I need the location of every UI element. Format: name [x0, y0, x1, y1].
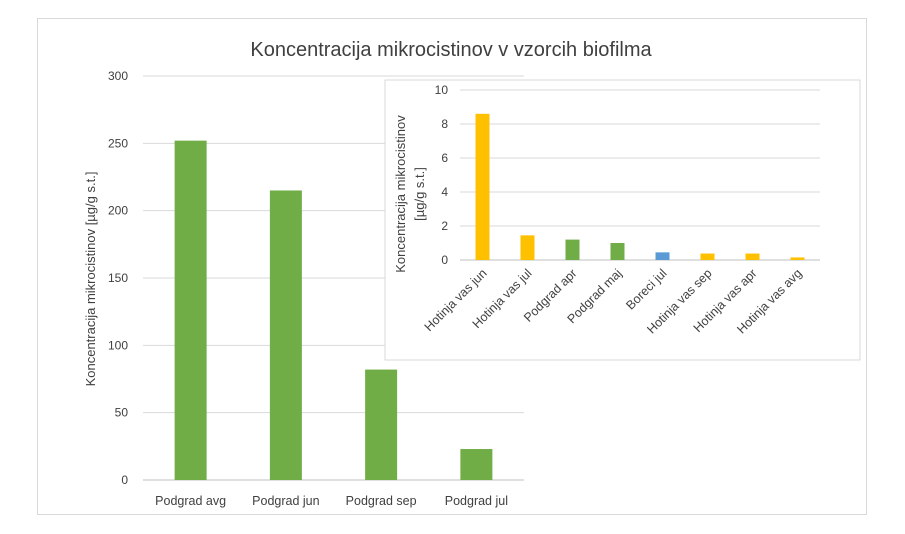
main-y-tick-label: 300: [108, 69, 128, 83]
main-x-category-label: Podgrad jul: [445, 494, 508, 508]
inset-y-tick-label: 2: [441, 219, 448, 233]
main-x-category-labels: Podgrad avg Podgrad jun Podgrad sep Podgrad…: [155, 494, 508, 508]
main-bar: [269, 190, 302, 480]
inset-bar: [700, 253, 715, 260]
inset-bar: [475, 113, 490, 260]
main-bars: [174, 140, 493, 480]
main-y-tick-label: 150: [108, 271, 128, 285]
inset-chart-frame: [384, 79, 861, 361]
main-y-tick-label: 250: [108, 136, 128, 150]
inset-y-axis-label-line-2: [µg/g s.t.]: [412, 167, 427, 221]
main-y-tick-label: 50: [115, 406, 129, 420]
inset-bar: [565, 239, 580, 260]
inset-bar: [745, 253, 760, 260]
main-x-category-label: Podgrad jun: [252, 494, 319, 508]
inset-bars: [475, 113, 805, 260]
inset-bar: [520, 235, 535, 260]
main-x-category-label: Podgrad avg: [155, 494, 226, 508]
inset-y-tick-label: 10: [435, 83, 449, 97]
inset-y-tick-label: 4: [441, 185, 448, 199]
inset-bar: [655, 252, 670, 260]
chart-title: Koncentracija mikrocistinov v vzorcih bi…: [250, 39, 652, 61]
main-y-tick-label: 0: [121, 473, 128, 487]
main-y-tick-label: 100: [108, 338, 128, 352]
inset-bar: [790, 257, 805, 260]
main-y-tick-labels: 0 50 100 150 200 250 300: [108, 69, 128, 487]
inset-y-tick-label: 0: [441, 253, 448, 267]
main-bar: [460, 449, 493, 480]
main-bar: [365, 369, 398, 480]
main-y-tick-label: 200: [108, 204, 128, 218]
inset-y-tick-label: 6: [441, 151, 448, 165]
inset-y-tick-label: 8: [441, 117, 448, 131]
main-bar: [174, 140, 207, 480]
main-x-category-label: Podgrad sep: [346, 494, 417, 508]
main-y-axis-label: Koncentracija mikrocistinov [µg/g s.t.]: [83, 172, 98, 387]
inset-y-tick-labels: 0 2 4 6 8 10: [435, 83, 449, 267]
inset-y-axis-label-line-1: Koncentracija mikrocistinov: [393, 115, 408, 273]
inset-gridlines: [460, 89, 820, 261]
inset-bar: [610, 243, 625, 260]
